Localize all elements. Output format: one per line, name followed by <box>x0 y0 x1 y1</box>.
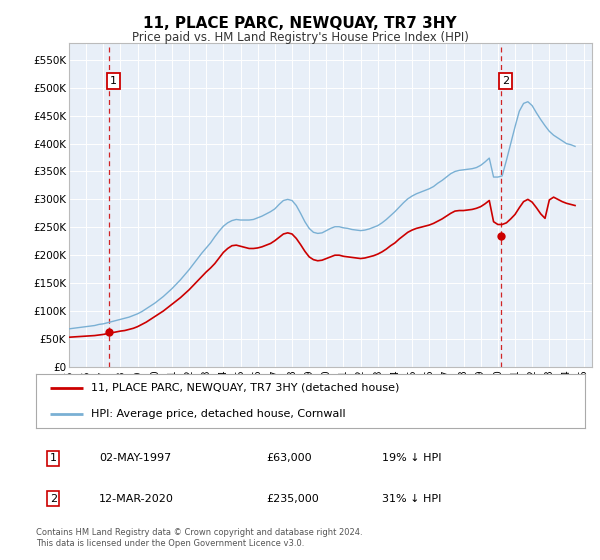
Text: 02-MAY-1997: 02-MAY-1997 <box>99 454 172 463</box>
Text: 1: 1 <box>110 76 117 86</box>
Text: 1: 1 <box>50 454 57 463</box>
Text: HPI: Average price, detached house, Cornwall: HPI: Average price, detached house, Corn… <box>91 409 346 419</box>
Text: 12-MAR-2020: 12-MAR-2020 <box>99 494 174 503</box>
Text: Contains HM Land Registry data © Crown copyright and database right 2024.
This d: Contains HM Land Registry data © Crown c… <box>36 528 362 548</box>
Text: 11, PLACE PARC, NEWQUAY, TR7 3HY (detached house): 11, PLACE PARC, NEWQUAY, TR7 3HY (detach… <box>91 383 399 393</box>
Text: 11, PLACE PARC, NEWQUAY, TR7 3HY: 11, PLACE PARC, NEWQUAY, TR7 3HY <box>143 16 457 31</box>
Text: £235,000: £235,000 <box>266 494 319 503</box>
Text: 2: 2 <box>50 494 57 503</box>
Text: 31% ↓ HPI: 31% ↓ HPI <box>382 494 441 503</box>
Text: Price paid vs. HM Land Registry's House Price Index (HPI): Price paid vs. HM Land Registry's House … <box>131 31 469 44</box>
Text: 2: 2 <box>502 76 509 86</box>
Text: 19% ↓ HPI: 19% ↓ HPI <box>382 454 442 463</box>
Text: £63,000: £63,000 <box>266 454 312 463</box>
